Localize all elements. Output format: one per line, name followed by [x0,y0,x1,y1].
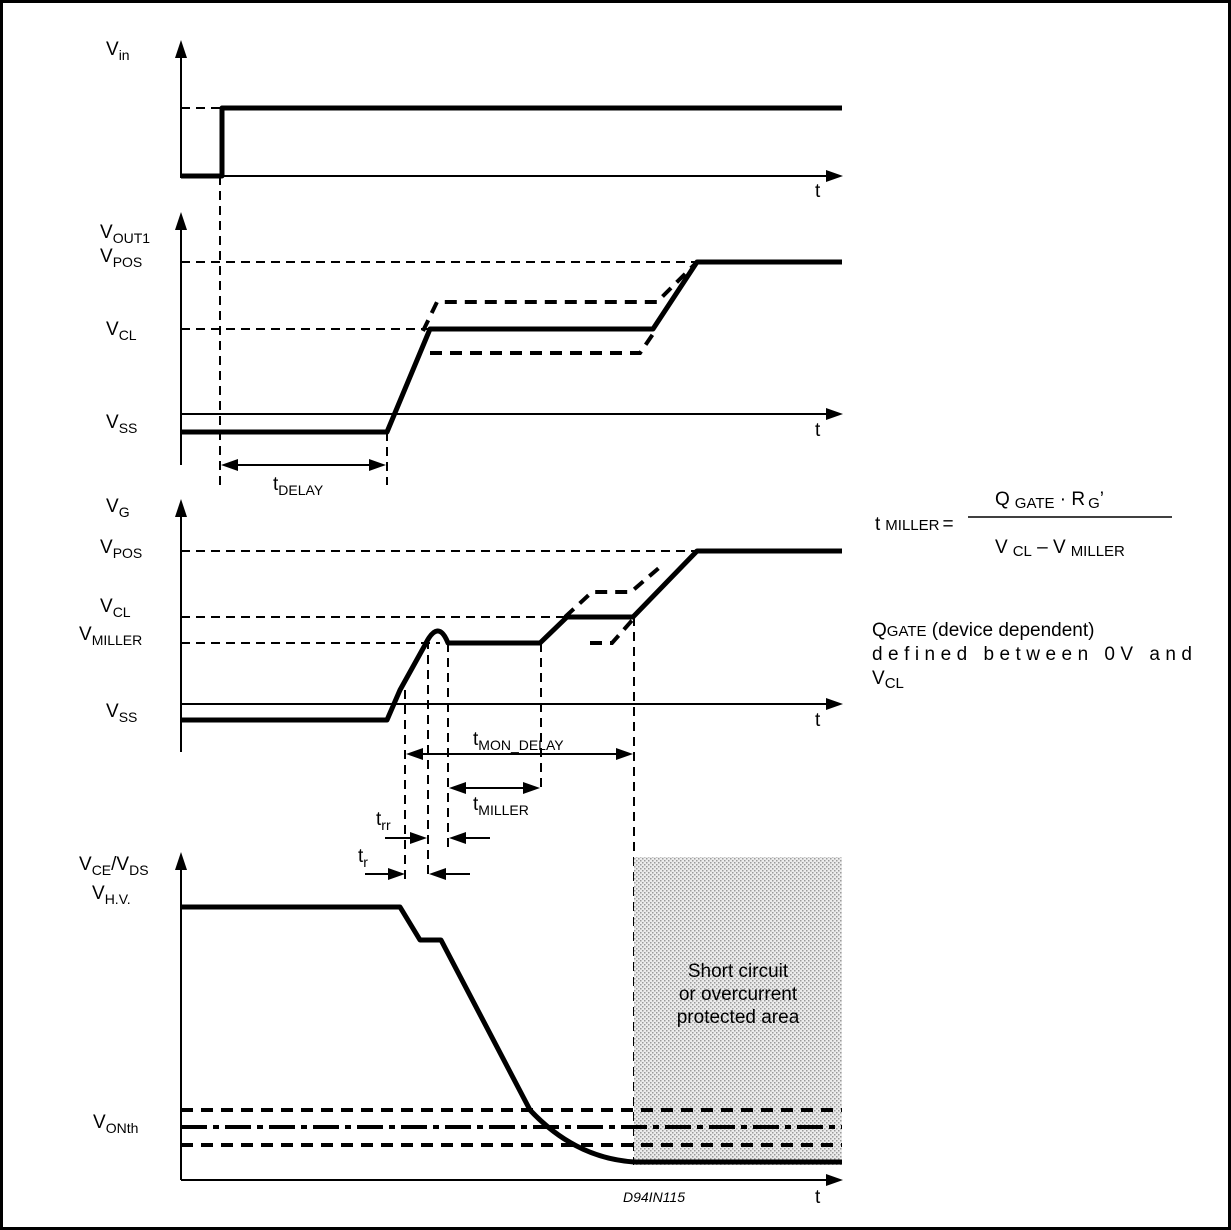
protected-area [634,857,842,1165]
tmiller-formula: t MILLER = Q GATE · R G’ V CL – V MILLER [875,489,1172,560]
tmon-delay-label: tMON_DELAY [473,729,564,753]
vce-waveform [181,904,842,1165]
vg-vss-label: VSS [106,701,137,725]
vg-t-label: t [815,710,821,731]
vin-waveform [181,105,842,179]
vout-t-label: t [815,420,821,441]
vg-vmiller-label: VMILLER [79,624,142,648]
vce-panel: VCE/VDS VH.V. VONth t Short circuit or o… [79,852,843,1208]
vout-vpos-label: VPOS [100,246,142,270]
vg-axis-label: VG [106,496,130,520]
vout-vss-label: VSS [106,412,137,436]
trr-label: trr [376,809,391,833]
note-line1: QGATE (device dependent) [872,620,1094,641]
tdelay-label: tDELAY [273,474,324,498]
tr-label: tr [358,846,368,870]
vout-waveform [181,259,842,435]
note-line3: VCL [872,668,904,692]
vce-t-label: t [815,1187,821,1208]
area-text-2: or overcurrent [679,984,798,1005]
vhv-label: VH.V. [92,883,131,907]
vce-axis-label: VCE/VDS [79,854,149,878]
vout-panel: VOUT1 VPOS VCL VSS t tDELAY [100,176,843,498]
vg-panel: VG VPOS VCL VMILLER VSS t tMON_DELAY tMI… [79,496,843,1165]
vin-label: Vin [106,39,130,63]
vin-panel: Vin t [106,39,843,202]
area-text-1: Short circuit [688,961,789,982]
vin-t-label: t [815,181,821,202]
vonth-label: VONth [93,1112,138,1136]
vg-vpos-label: VPOS [100,537,142,561]
tmiller-dim-label: tMILLER [473,794,529,818]
area-text-3: protected area [677,1007,800,1028]
vg-waveform [181,548,842,723]
qgate-note: QGATE (device dependent) defined between… [872,620,1192,692]
vg-vcl-label: VCL [100,596,131,620]
formula-denominator: V CL – V MILLER [995,537,1125,560]
vout-vcl-label: VCL [106,319,137,343]
formula-numerator: Q GATE · R G’ [995,489,1104,512]
drawing-code: D94IN115 [623,1189,685,1205]
formula-lhs: t MILLER = [875,514,954,535]
vout-axis-label: VOUT1 [100,222,150,246]
